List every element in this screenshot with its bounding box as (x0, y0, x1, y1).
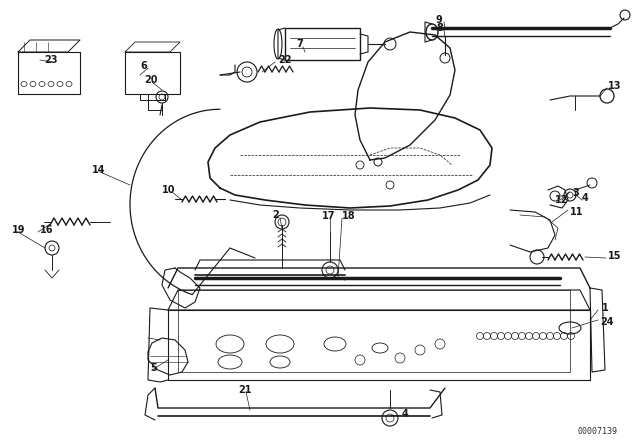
Text: 10: 10 (162, 185, 175, 195)
Text: 13: 13 (608, 81, 621, 91)
Text: 20: 20 (144, 75, 157, 85)
Text: 19: 19 (12, 225, 26, 235)
Text: 23: 23 (44, 55, 58, 65)
Text: 00007139: 00007139 (578, 427, 618, 436)
Text: 11: 11 (570, 207, 584, 217)
Text: 12: 12 (555, 195, 568, 205)
Bar (18, 52, 80, 94)
Text: 17: 17 (322, 211, 335, 221)
Bar (125, 52, 180, 94)
Text: 5: 5 (150, 363, 157, 373)
Bar (285, 28, 360, 60)
Text: 1: 1 (602, 303, 609, 313)
Text: 8: 8 (436, 23, 443, 33)
Text: 7: 7 (296, 39, 303, 49)
Text: 14: 14 (92, 165, 106, 175)
Text: 4: 4 (582, 193, 589, 203)
Text: 21: 21 (238, 385, 252, 395)
Text: 24: 24 (600, 317, 614, 327)
Text: 18: 18 (342, 211, 356, 221)
Text: 6: 6 (140, 61, 147, 71)
Text: 4: 4 (402, 409, 409, 419)
Text: 22: 22 (278, 55, 291, 65)
Text: 2: 2 (272, 210, 279, 220)
Text: 16: 16 (40, 225, 54, 235)
Text: 15: 15 (608, 251, 621, 261)
Text: 9: 9 (436, 15, 443, 25)
Text: 3: 3 (572, 188, 579, 198)
